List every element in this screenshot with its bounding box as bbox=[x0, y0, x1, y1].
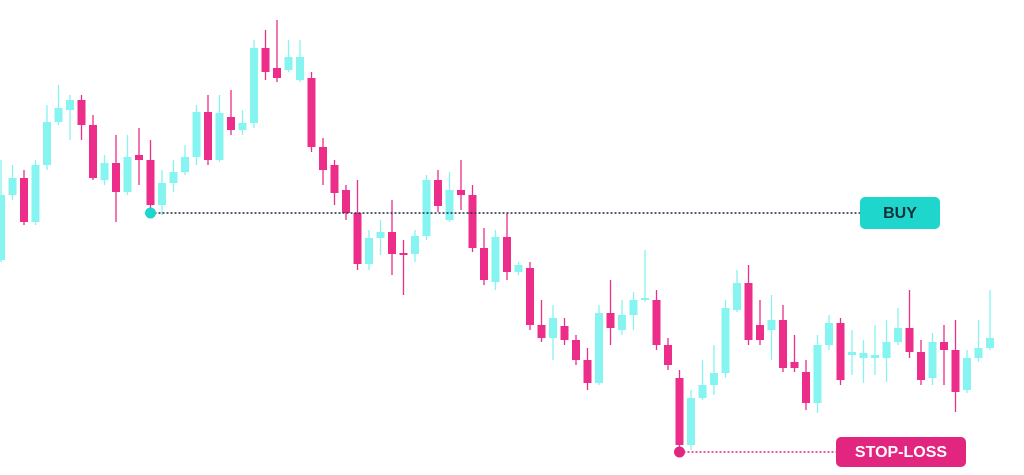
candle-body bbox=[342, 190, 350, 213]
candle-body bbox=[572, 340, 580, 360]
candle-body bbox=[89, 125, 97, 178]
candle-body bbox=[468, 195, 477, 248]
candle-body bbox=[192, 112, 201, 157]
candle-body bbox=[733, 283, 741, 310]
level-label-box bbox=[860, 197, 940, 229]
candle-body bbox=[767, 320, 776, 330]
candle-body bbox=[112, 163, 120, 192]
candle-body bbox=[825, 323, 833, 345]
candle-body bbox=[123, 157, 132, 192]
candle-body bbox=[963, 358, 971, 390]
candle-body bbox=[744, 283, 753, 340]
candle-body bbox=[664, 345, 672, 365]
candle-body bbox=[204, 112, 212, 160]
candle-body bbox=[365, 238, 373, 264]
level-dot bbox=[674, 446, 685, 458]
candle-body bbox=[20, 178, 28, 222]
candle-body bbox=[514, 265, 523, 272]
candle-body bbox=[687, 398, 695, 445]
candle-body bbox=[986, 338, 994, 348]
candle-body bbox=[503, 237, 511, 272]
candle-body bbox=[169, 172, 178, 183]
candle-body bbox=[388, 232, 396, 254]
candle-body bbox=[675, 378, 684, 445]
candle-body bbox=[284, 57, 293, 70]
candle-body bbox=[537, 325, 546, 338]
candle-body bbox=[928, 342, 937, 378]
candle-body bbox=[215, 113, 224, 160]
candle-body bbox=[422, 180, 431, 236]
candle-body bbox=[227, 117, 235, 130]
candle-body bbox=[66, 100, 74, 110]
candle-body bbox=[641, 298, 649, 300]
candle-body bbox=[848, 352, 856, 355]
candle-body bbox=[307, 78, 316, 147]
candle-body bbox=[146, 160, 155, 205]
level-label-box bbox=[836, 437, 966, 467]
candle-body bbox=[8, 178, 17, 195]
candle-body bbox=[560, 326, 569, 340]
candle-body bbox=[595, 313, 603, 383]
candle-body bbox=[836, 323, 845, 380]
candle-body bbox=[434, 180, 442, 206]
candle-body bbox=[710, 373, 718, 385]
candle-body bbox=[917, 352, 925, 380]
candle-body bbox=[790, 362, 799, 368]
candle-body bbox=[779, 320, 787, 368]
candle-body bbox=[721, 308, 730, 373]
candle-body bbox=[54, 108, 63, 122]
candle-body bbox=[77, 100, 86, 125]
candle-body bbox=[549, 318, 557, 338]
candle-body bbox=[606, 313, 615, 328]
candle-body bbox=[940, 342, 948, 350]
candle-body bbox=[261, 48, 270, 72]
candle-body bbox=[618, 315, 626, 330]
candle-body bbox=[31, 165, 40, 222]
candle-body bbox=[250, 48, 258, 123]
candle-body bbox=[629, 300, 638, 315]
candle-body bbox=[905, 328, 914, 352]
candle-body bbox=[457, 190, 465, 195]
candle-body bbox=[273, 68, 281, 78]
candle-body bbox=[445, 190, 454, 220]
candle-body bbox=[296, 57, 304, 80]
level-label: BUY bbox=[883, 205, 917, 222]
candle-body bbox=[652, 300, 661, 345]
candle-body bbox=[353, 213, 362, 264]
level-label: STOP-LOSS bbox=[855, 444, 947, 461]
candle-body bbox=[330, 165, 339, 193]
level-dot bbox=[145, 207, 156, 219]
candle-body bbox=[756, 325, 764, 340]
candle-body bbox=[974, 348, 983, 358]
candle-body bbox=[158, 183, 166, 205]
candle-body bbox=[238, 123, 247, 130]
candle-body bbox=[491, 237, 500, 282]
candle-body bbox=[376, 232, 385, 238]
candle-body bbox=[135, 155, 143, 160]
candle-body bbox=[951, 350, 960, 392]
candle-body bbox=[813, 345, 822, 403]
candle-body bbox=[894, 328, 902, 342]
candle-body bbox=[526, 268, 534, 325]
candle-body bbox=[319, 147, 327, 170]
candle-body bbox=[181, 157, 189, 172]
candle-body bbox=[43, 122, 51, 165]
candle-body bbox=[698, 385, 707, 398]
candle-body bbox=[100, 163, 109, 180]
candle-body bbox=[399, 253, 408, 255]
candle-body bbox=[583, 360, 592, 383]
candle-body bbox=[480, 248, 488, 280]
candle-body bbox=[411, 236, 419, 254]
candle-body bbox=[871, 355, 879, 358]
candle-body bbox=[882, 342, 891, 358]
candle-body bbox=[859, 353, 868, 358]
candle-body bbox=[0, 195, 5, 260]
candle-body bbox=[802, 372, 810, 403]
